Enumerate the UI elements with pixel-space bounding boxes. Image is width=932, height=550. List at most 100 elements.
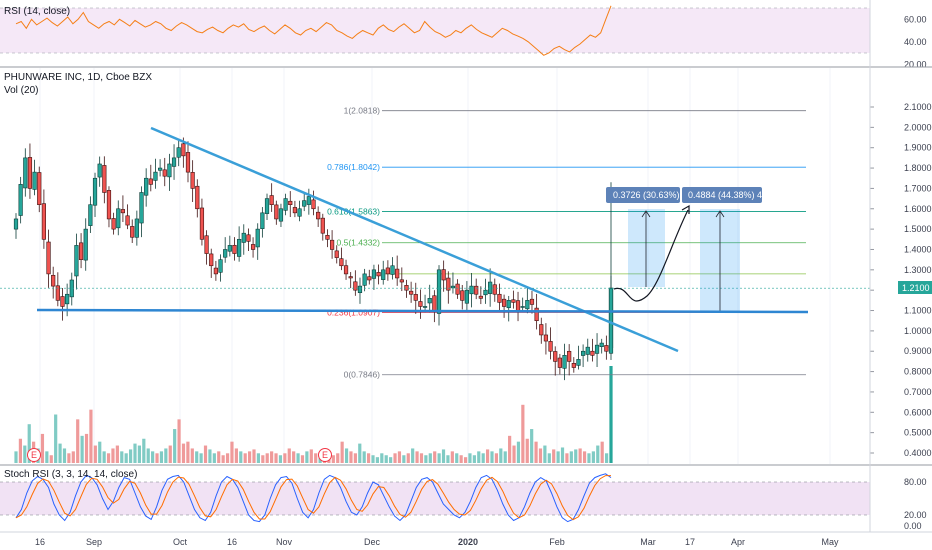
volume-bar (58, 443, 62, 463)
volume-bar (159, 451, 164, 463)
volume-bar (591, 451, 595, 463)
candle-body (427, 298, 432, 304)
volume-bar (547, 453, 551, 463)
volume-bar (433, 451, 437, 463)
volume-bar (371, 455, 375, 463)
time-axis-label: Sep (86, 537, 102, 547)
volume-bar (137, 445, 142, 463)
rsi-axis-label: 20.00 (904, 59, 927, 69)
volume-bar (560, 447, 565, 463)
candle-body (594, 344, 600, 354)
candle-body (130, 226, 135, 238)
volume-bar (406, 453, 410, 463)
volume-bar (40, 433, 45, 463)
volume-bar (151, 451, 155, 463)
volume-bar (503, 451, 507, 463)
volume-bar (499, 448, 503, 463)
candle-body (376, 272, 381, 277)
candle-body (23, 157, 28, 189)
volume-bar (375, 457, 380, 463)
volume-bar (587, 453, 591, 463)
candle-body (483, 289, 488, 296)
candle-body (529, 298, 535, 305)
price-axis-label: 1.9000 (904, 143, 932, 153)
candle-body (464, 289, 469, 304)
measure-arrowhead-1 (641, 210, 651, 218)
time-axis-label: Apr (731, 537, 745, 547)
time-axis-label: Feb (549, 537, 565, 547)
candle-body (474, 285, 479, 295)
candle-body (37, 172, 42, 205)
fib-level-label: 0(0.7846) (344, 370, 381, 380)
candle-body (339, 258, 344, 267)
candle-body (511, 299, 516, 303)
volume-bar (256, 453, 261, 463)
volume-bar (23, 445, 27, 463)
volume-bar (349, 451, 353, 463)
volume-bar (54, 414, 58, 463)
rsi-axis: 60.00 40.00 20.00 (904, 14, 927, 69)
candle-body (288, 200, 293, 205)
candle-body (283, 198, 288, 211)
rsi-label: RSI (14, close) (4, 6, 70, 17)
volume-bar (468, 453, 472, 463)
volume-bar (49, 455, 53, 463)
projection-arrowhead (681, 204, 690, 214)
volume-bar (292, 451, 296, 463)
candle-body (83, 228, 88, 261)
price-axis-label: 0.4000 (904, 448, 932, 458)
candle-body (371, 269, 377, 279)
price-axis-label: 1.7000 (904, 183, 932, 193)
volume-bar (309, 449, 313, 463)
candle-body (167, 163, 172, 178)
time-axis: 16 Sep Oct 16 Nov Dec 2020 Feb Mar 17 Apr May (35, 537, 839, 547)
volume-bar (485, 449, 490, 463)
candle-body (199, 207, 205, 240)
projection-path (613, 209, 689, 302)
candle-body (158, 167, 163, 171)
rsi-gridlines (0, 7, 870, 54)
volume-bar (120, 451, 124, 463)
volume-bar (283, 453, 287, 463)
volume-bar (419, 453, 424, 463)
volume-bar (397, 451, 402, 463)
rsi-axis-label: 40.00 (904, 37, 927, 47)
candle-body (237, 238, 242, 257)
price-axis-label: 1.5000 (904, 224, 932, 234)
volume-bar (115, 445, 119, 463)
candle-body (13, 218, 19, 230)
volume-bar (71, 451, 75, 463)
rsi-axis-label: 60.00 (904, 14, 927, 24)
candle-body (329, 239, 335, 250)
volume-bar (14, 451, 18, 463)
volume-bar (411, 448, 415, 463)
measure-label-2: 0.4884 (44.38%) 4884 (688, 190, 777, 200)
candle-body (302, 200, 307, 207)
volume-bar (84, 433, 89, 463)
time-axis-label: Mar (640, 537, 656, 547)
volume-bar (199, 453, 203, 463)
candle-body (297, 208, 302, 217)
volume-bar (565, 453, 569, 463)
earnings-marker-1[interactable]: E (27, 448, 41, 462)
price-axis-label: 0.9000 (904, 346, 932, 356)
candle-body (357, 285, 363, 293)
volume-bar (314, 453, 318, 463)
price-axis-label: 1.0000 (904, 326, 932, 336)
volume-bar (146, 448, 150, 463)
fib-level-label: 0.5(1.4332) (337, 238, 381, 248)
price-axis-label: 0.5000 (904, 428, 932, 438)
candle-body (78, 242, 84, 260)
earnings-marker-2[interactable]: E (318, 448, 332, 462)
candle-body (492, 284, 497, 295)
candle-body (185, 152, 191, 173)
volume-bar (362, 451, 366, 463)
candle-body (390, 265, 395, 275)
volume-bar (472, 455, 476, 463)
candle-body (469, 285, 474, 295)
time-axis-label: 17 (685, 537, 695, 547)
candle-body (162, 169, 167, 177)
earnings-marker-label: E (31, 450, 37, 460)
candle-body (65, 293, 70, 305)
candle-body (223, 249, 228, 258)
